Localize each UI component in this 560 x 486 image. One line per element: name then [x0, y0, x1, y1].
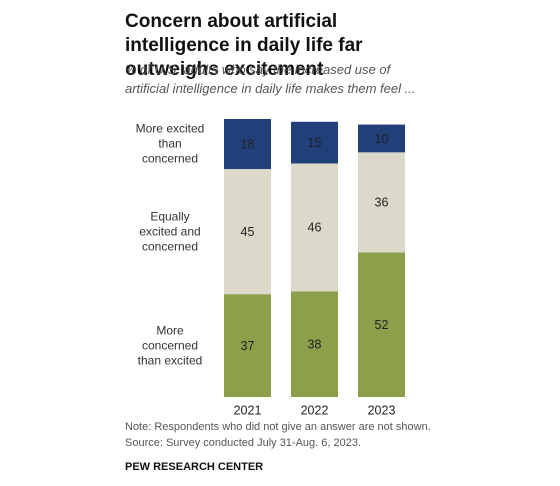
value-label: 15: [308, 136, 322, 150]
source: Source: Survey conducted July 31-Aug. 6,…: [125, 437, 362, 449]
bar-segment: [291, 291, 338, 397]
bar-segment: [224, 119, 271, 170]
bar-segment: [358, 124, 405, 153]
legend-label: More excited than concerned: [135, 121, 205, 166]
credit: PEW RESEARCH CENTER: [125, 461, 264, 473]
value-label: 36: [375, 196, 389, 210]
note: Note: Respondents who did not give an an…: [125, 421, 431, 433]
x-tick-label: 2023: [368, 403, 396, 417]
value-label: 45: [241, 225, 255, 239]
bar-segment: [224, 294, 271, 397]
bar-segment: [224, 169, 271, 295]
x-tick-label: 2022: [301, 403, 329, 417]
bar-segment: [291, 163, 338, 292]
bar-segment: [358, 152, 405, 253]
value-label: 18: [241, 137, 255, 151]
bar-segment: [291, 121, 338, 164]
chart-subtitle: % of U.S. adults who say the increased u…: [125, 62, 416, 96]
value-label: 46: [308, 221, 322, 235]
value-label: 38: [308, 337, 322, 351]
x-tick-label: 2021: [234, 403, 262, 417]
value-label: 37: [241, 339, 255, 353]
bar-segment: [358, 252, 405, 397]
legend-label: More concerned than excited: [137, 323, 203, 368]
value-label: 10: [375, 132, 389, 146]
chart-title: Concern about artificial intelligence in…: [125, 11, 363, 80]
value-label: 52: [375, 318, 389, 332]
legend-label: Equally excited and concerned: [139, 209, 201, 254]
